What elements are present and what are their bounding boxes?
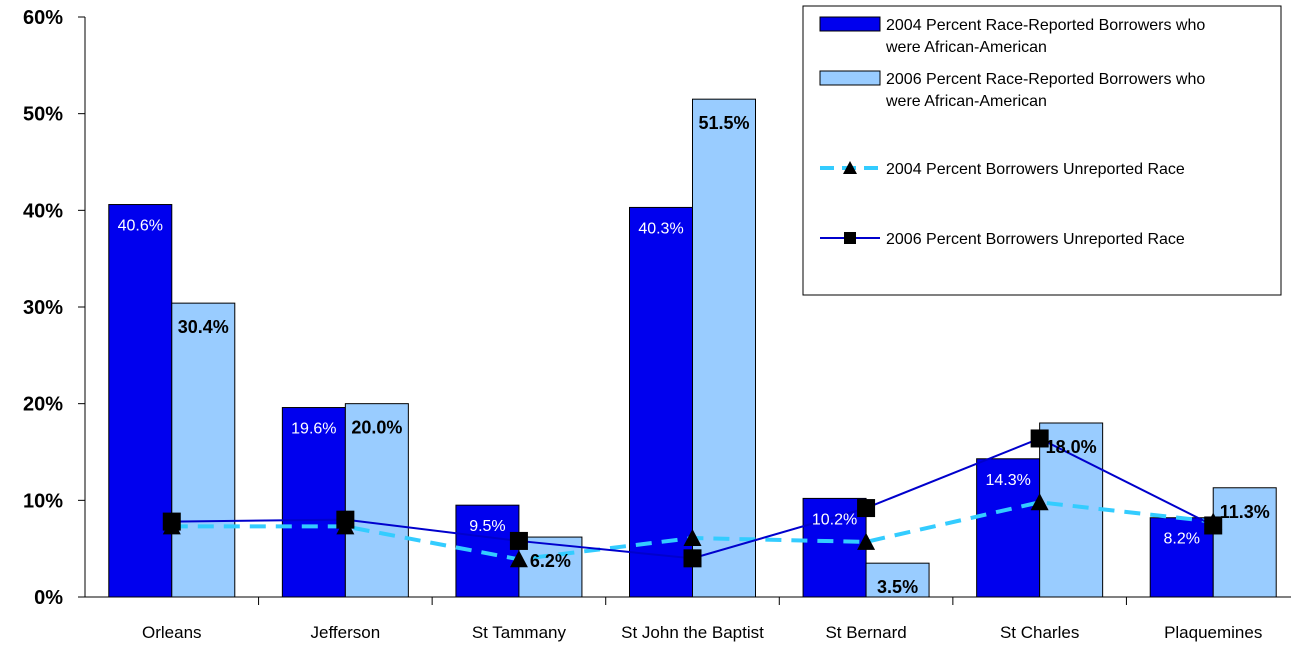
- x-category-label: Plaquemines: [1164, 623, 1262, 642]
- marker-2006-unreported: [336, 510, 355, 529]
- bar-2004-race-reported: [802, 497, 867, 598]
- x-category-label: St Bernard: [825, 623, 906, 642]
- legend-marker-triangle: [843, 161, 857, 174]
- legend-box: [802, 5, 1282, 296]
- y-tick-label: 40%: [23, 200, 63, 222]
- marker-2006-unreported: [509, 531, 528, 550]
- legend-label: 2004 Percent Borrowers Unreported Race: [886, 161, 1185, 178]
- bar-2004-race-reported: [629, 206, 693, 598]
- marker-2006-unreported: [1030, 429, 1049, 448]
- x-category-label: St Tammany: [472, 623, 567, 642]
- data-label-2004: 19.6%: [291, 421, 336, 438]
- legend-label: 2006 Percent Race-Reported Borrowers who: [886, 71, 1205, 88]
- marker-2004-unreported: [857, 532, 876, 550]
- legend: 2004 Percent Race-Reported Borrowers who…: [802, 5, 1282, 296]
- marker-2004-unreported: [509, 550, 528, 568]
- legend-marker-square: [844, 232, 856, 244]
- legend-label: 2006 Percent Borrowers Unreported Race: [886, 231, 1185, 248]
- bar-2006-race-reported: [344, 403, 409, 598]
- bar-2004-race-reported: [108, 204, 173, 598]
- bar-2006-race-reported: [1039, 422, 1104, 598]
- marker-2006-unreported: [1204, 516, 1223, 535]
- legend-label: were African-American: [885, 39, 1047, 56]
- y-tick-label: 0%: [34, 587, 63, 609]
- data-label-2006: 30.4%: [178, 317, 229, 337]
- marker-2004-unreported: [1030, 493, 1049, 511]
- data-label-2006: 6.2%: [530, 551, 571, 571]
- bar-2004-race-reported: [976, 458, 1041, 598]
- data-label-2004: 40.3%: [638, 220, 683, 237]
- x-category-label: St John the Baptist: [621, 623, 764, 642]
- x-category-label: Jefferson: [311, 623, 381, 642]
- legend-swatch: [819, 70, 881, 86]
- legend-label: 2004 Percent Race-Reported Borrowers who: [886, 17, 1205, 34]
- y-tick-label: 20%: [23, 394, 63, 416]
- data-label-2006: 11.3%: [1220, 502, 1270, 522]
- bar-2006-race-reported: [865, 562, 930, 598]
- bar-2006-race-reported: [692, 98, 756, 598]
- data-label-2004: 14.3%: [985, 472, 1030, 489]
- bar-2006-race-reported: [518, 536, 583, 598]
- plot-area: 0% 10% 20% 30% 40% 50% 60% Orleans Jefferson St T…: [23, 7, 1291, 642]
- data-label-2004: 9.5%: [469, 518, 505, 535]
- data-label-2004: 40.6%: [118, 218, 163, 235]
- data-label-2006: 3.5%: [877, 577, 918, 597]
- data-label-2004: 8.2%: [1163, 531, 1199, 548]
- data-label-2006: 20.0%: [351, 418, 402, 438]
- y-tick-label: 50%: [23, 104, 63, 126]
- marker-2004-unreported: [683, 529, 702, 547]
- marker-2006-unreported: [683, 549, 702, 568]
- y-tick-label: 60%: [23, 7, 63, 29]
- data-label-2004: 10.2%: [812, 511, 857, 528]
- legend-swatch: [819, 16, 881, 32]
- data-label-2006: 18.0%: [1046, 437, 1097, 457]
- x-category-label: St Charles: [1000, 623, 1079, 642]
- bar-2004-race-reported: [1149, 517, 1214, 598]
- x-category-label: Orleans: [142, 623, 202, 642]
- marker-2006-unreported: [857, 499, 876, 518]
- legend-label: were African-American: [885, 93, 1047, 110]
- y-tick-label: 30%: [23, 297, 63, 319]
- bar-2006-race-reported: [1212, 487, 1277, 598]
- data-label-2006: 51.5%: [698, 113, 749, 133]
- y-tick-label: 10%: [23, 490, 63, 512]
- marker-2006-unreported: [162, 512, 181, 531]
- bar-2006-race-reported: [171, 302, 236, 598]
